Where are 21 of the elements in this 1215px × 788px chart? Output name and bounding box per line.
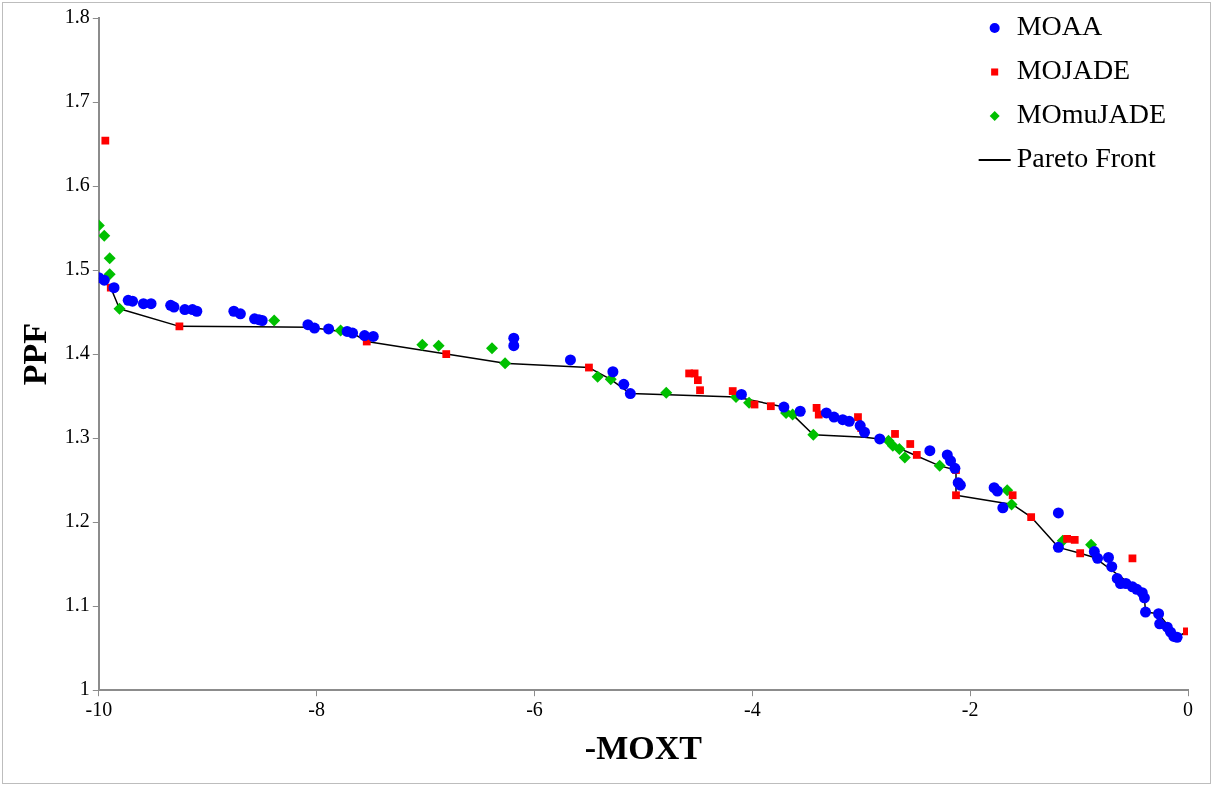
y-tick-label: 1.4 xyxy=(64,341,90,364)
x-tick-label: 0 xyxy=(1183,698,1193,721)
x-tick-label: -2 xyxy=(961,698,979,721)
legend-label: MOAA xyxy=(1016,10,1103,42)
y-tick-label: 1.1 xyxy=(64,593,90,616)
x-tick-label: -6 xyxy=(526,698,543,721)
x-tick-label: -4 xyxy=(743,698,761,721)
y-tick-label: 1.7 xyxy=(64,89,90,112)
legend-label: Pareto Front xyxy=(1016,142,1157,174)
legend-label: MOmuJADE xyxy=(1016,98,1167,130)
x-axis-title: -MOXT xyxy=(584,729,703,767)
legend-label: MOJADE xyxy=(1016,54,1131,86)
y-tick-label: 1 xyxy=(79,677,90,700)
y-tick-label: 1.3 xyxy=(64,425,90,448)
y-tick-label: 1.2 xyxy=(64,509,90,532)
x-tick-label: -10 xyxy=(85,698,113,721)
y-tick-label: 1.8 xyxy=(64,5,90,28)
x-tick-label: -8 xyxy=(308,698,325,721)
y-tick-label: 1.6 xyxy=(64,173,90,196)
y-axis-title: PPF xyxy=(16,322,54,386)
y-tick-label: 1.5 xyxy=(64,257,90,280)
